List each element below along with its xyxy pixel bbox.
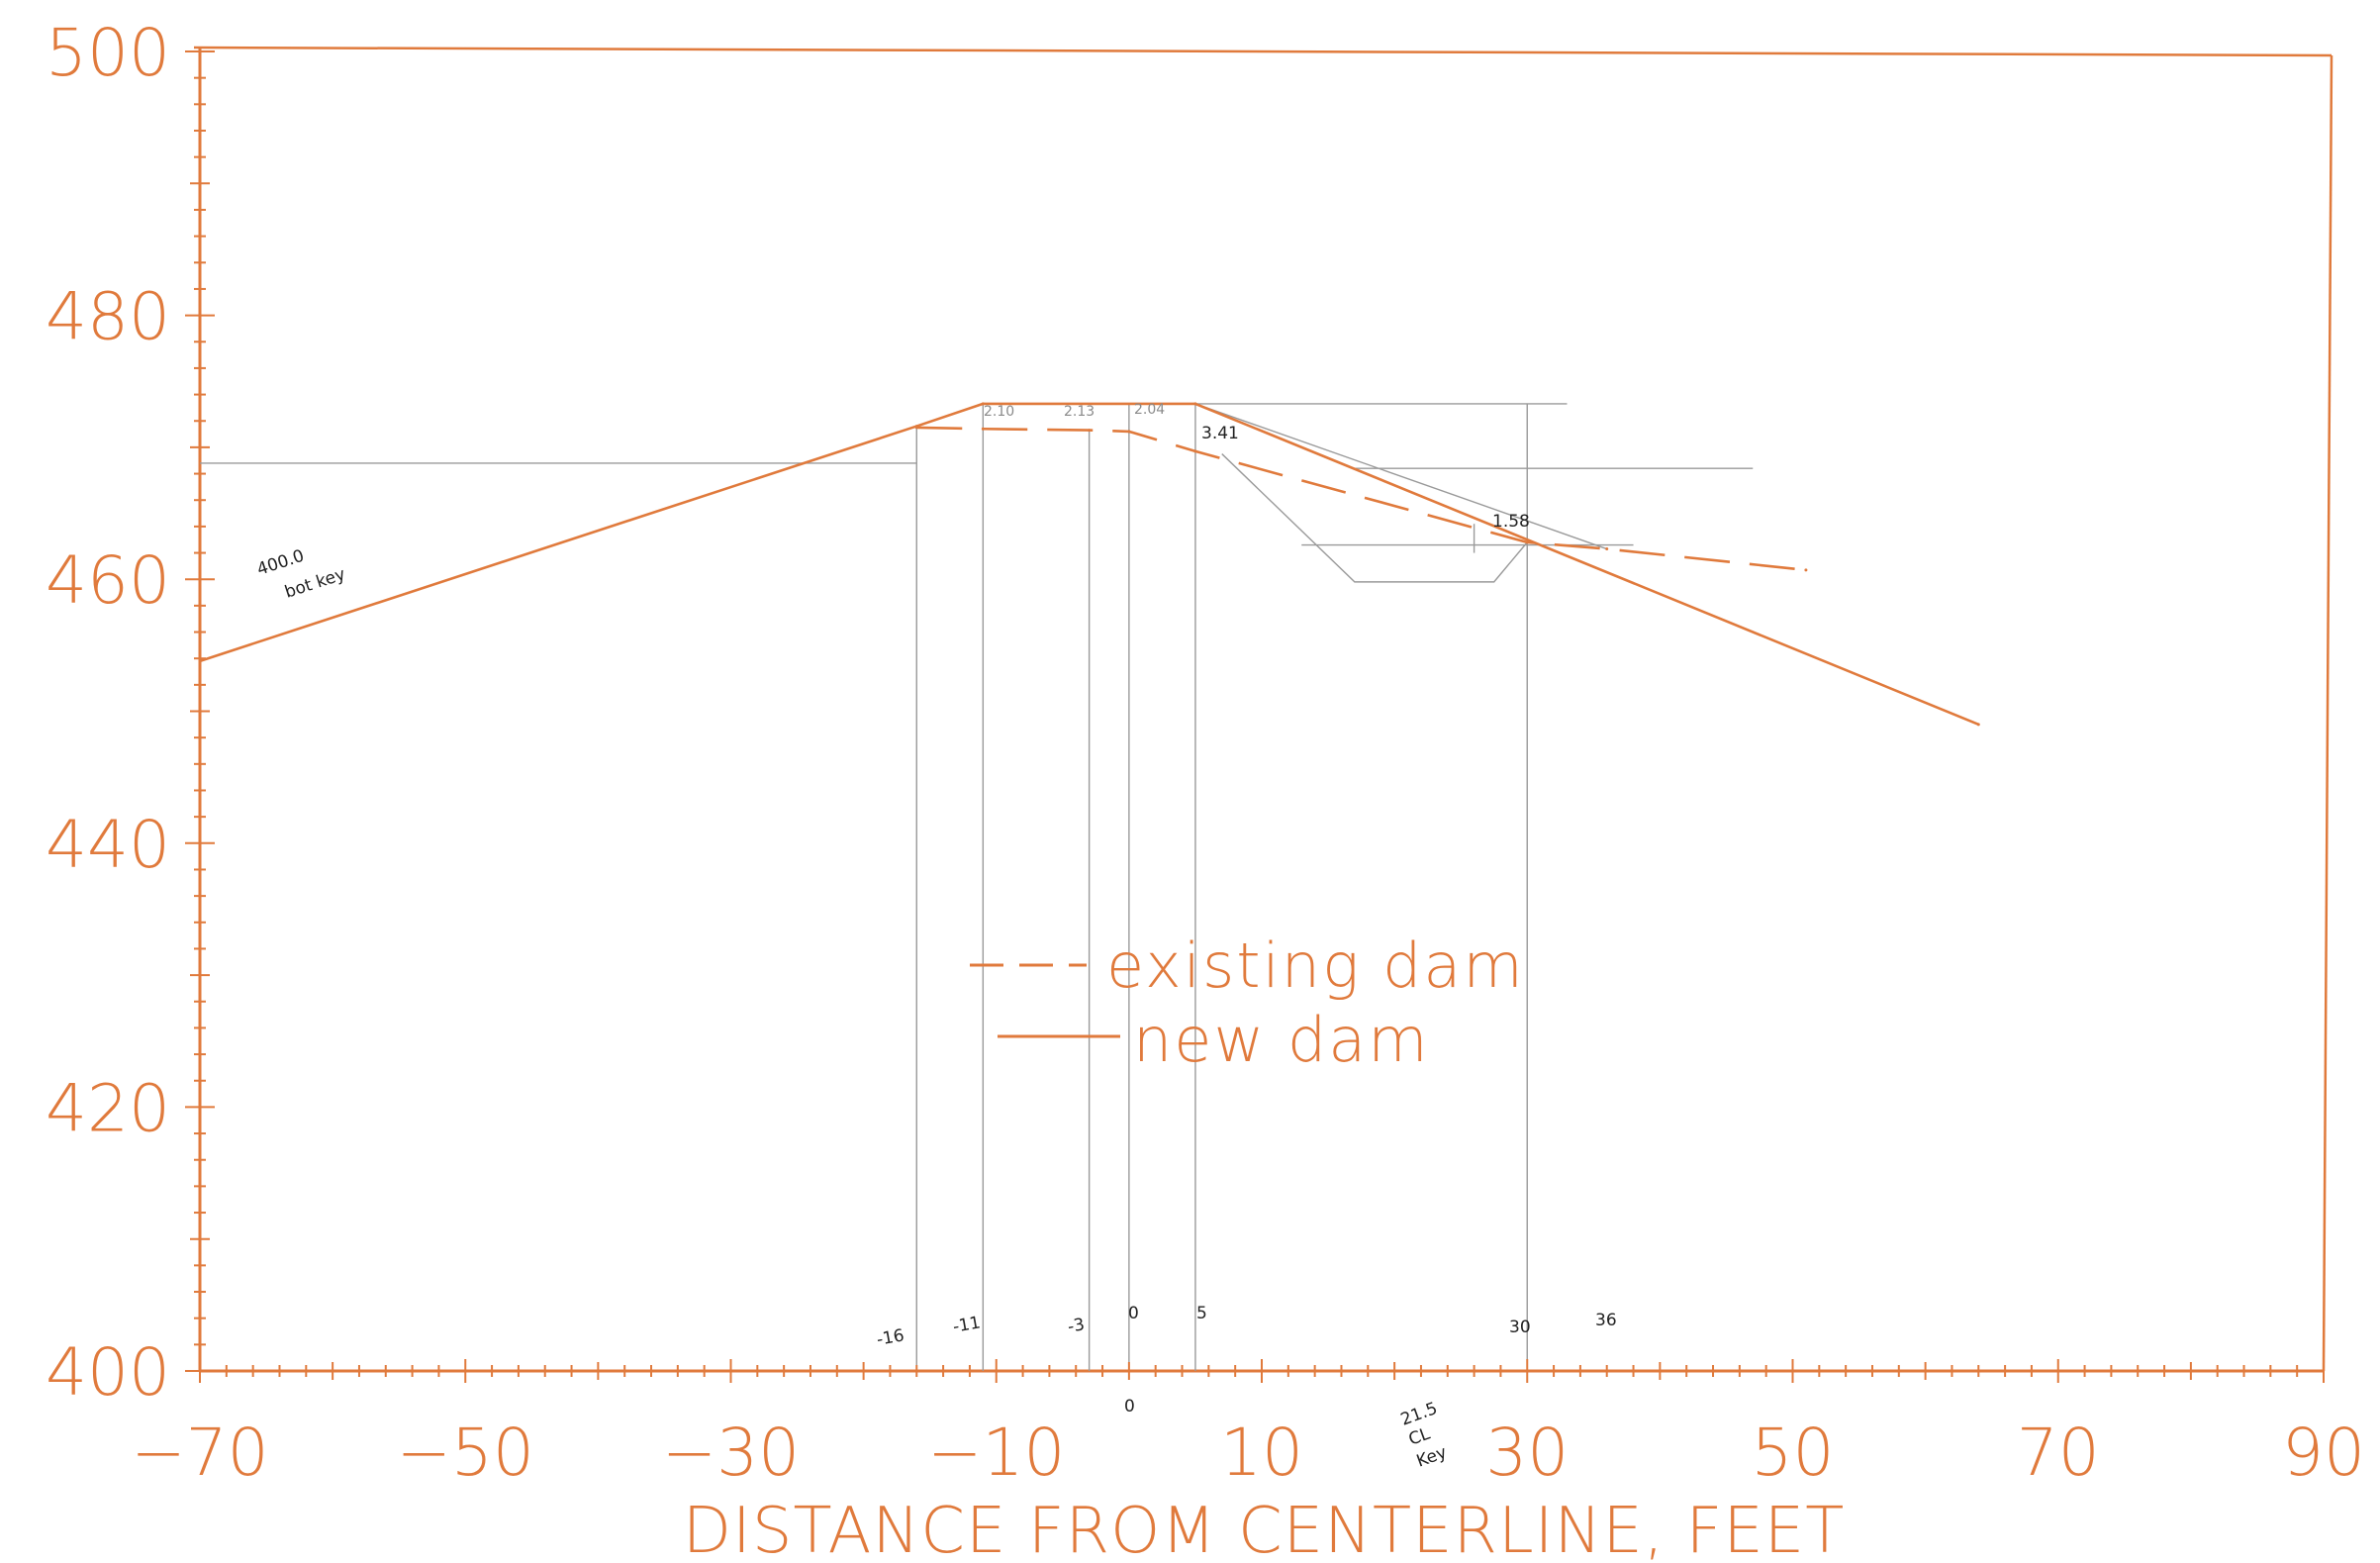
station-label: -11 xyxy=(951,1313,982,1337)
legend: existing dam new dam xyxy=(970,929,1525,1076)
station-label: 0 xyxy=(1128,1304,1139,1323)
crest-depth-labels: 2.10 2.13 2.04 3.41 1.58 xyxy=(984,402,1530,532)
x-tick-label: 50 xyxy=(1752,1415,1835,1491)
data-point xyxy=(981,427,985,431)
plot-frame xyxy=(193,46,2333,1373)
data-point xyxy=(1605,547,1609,551)
data-point xyxy=(914,425,918,429)
y-tick-label: 400 xyxy=(46,1334,170,1411)
x-tick-label: 30 xyxy=(1485,1415,1569,1491)
y-tick-label: 500 xyxy=(46,15,170,91)
x-tick-label: −50 xyxy=(397,1415,534,1491)
station-label: 30 xyxy=(1509,1318,1531,1337)
data-point xyxy=(198,659,202,663)
series-line-existing-dam xyxy=(916,426,1807,572)
depth-label: 2.13 xyxy=(1064,404,1095,420)
depth-label: 3.41 xyxy=(1201,424,1239,443)
pencil-key-trench xyxy=(1221,453,1528,583)
zero-mark-label: 0 xyxy=(1124,1397,1135,1416)
station-labels: -16 -11 -3 0 5 30 36 0 xyxy=(875,1304,1616,1416)
data-point xyxy=(1088,429,1092,433)
axis-ticks xyxy=(185,50,2325,1383)
legend-label-new-dam: new dam xyxy=(1133,1004,1430,1076)
depth-label: 2.04 xyxy=(1134,402,1165,418)
x-tick-label: −10 xyxy=(927,1415,1065,1491)
y-tick-label: 460 xyxy=(46,542,170,619)
station-label: 5 xyxy=(1196,1304,1207,1323)
y-tick-label: 440 xyxy=(46,807,170,883)
data-point xyxy=(1804,568,1808,572)
x-tick-label: −70 xyxy=(131,1415,268,1491)
station-label: -3 xyxy=(1066,1315,1086,1337)
data-point xyxy=(1193,402,1197,406)
key-note-elevation: 400.0 xyxy=(254,546,306,580)
station-label: 36 xyxy=(1595,1311,1617,1330)
data-point xyxy=(1976,723,1980,727)
data-point xyxy=(981,402,985,406)
pencil-slope-line xyxy=(1194,403,1607,550)
x-tick-label: 10 xyxy=(1220,1415,1303,1491)
depth-label: 2.10 xyxy=(984,404,1014,420)
x-tick-label: 70 xyxy=(2017,1415,2100,1491)
station-label: -16 xyxy=(875,1325,905,1350)
pencil-construction-lines xyxy=(200,403,1754,1371)
frame-right xyxy=(2322,54,2333,1372)
data-point xyxy=(1127,430,1131,434)
depth-label: 1.58 xyxy=(1492,512,1530,532)
key-center-station: 21.5 xyxy=(1398,1399,1440,1430)
key-note-text: bot key xyxy=(282,564,347,602)
x-tick-label: 90 xyxy=(2282,1415,2365,1491)
frame-top xyxy=(193,46,2332,57)
key-bottom-note: 400.0 bot key xyxy=(254,546,347,603)
data-point xyxy=(1525,540,1529,544)
x-tick-label: −30 xyxy=(662,1415,800,1491)
x-axis-title: DISTANCE FROM CENTERLINE, FEET xyxy=(683,1495,1846,1563)
y-tick-label: 420 xyxy=(46,1070,170,1146)
series-lines xyxy=(198,402,1980,727)
key-centerline-note: 21.5 CL Key xyxy=(1398,1399,1450,1472)
y-tick-label: 480 xyxy=(46,279,170,355)
data-point xyxy=(1193,449,1197,453)
legend-label-existing-dam: existing dam xyxy=(1106,929,1525,1002)
